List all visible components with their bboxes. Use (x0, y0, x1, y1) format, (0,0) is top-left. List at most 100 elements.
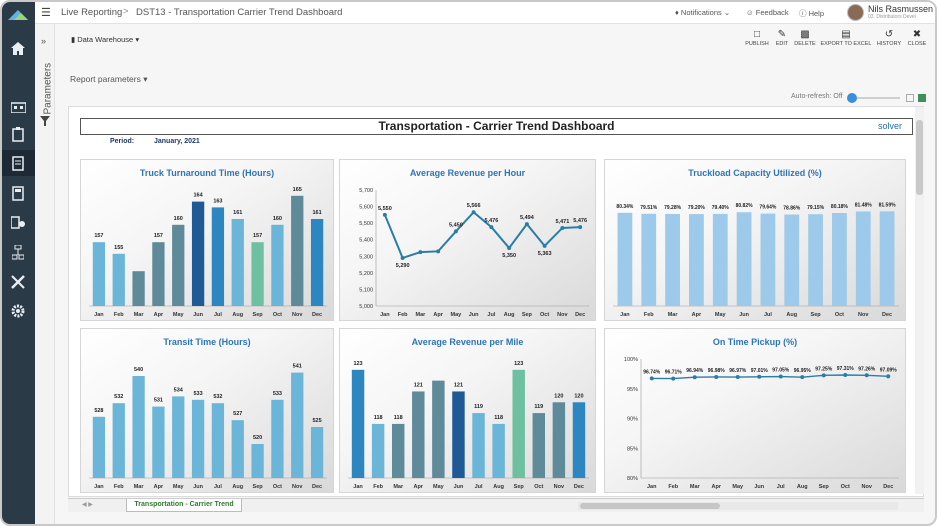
x-tick-label: Jan (94, 484, 104, 490)
data-label: 5,476 (484, 218, 498, 224)
data-label: 97.26% (858, 366, 876, 372)
data-point (692, 375, 697, 380)
clipboard-icon[interactable] (9, 125, 27, 143)
data-label: 160 (273, 216, 282, 222)
bar (641, 213, 657, 306)
bar (310, 427, 324, 478)
x-tick-label: Aug (504, 312, 515, 318)
notifications-button[interactable]: ♦ Notifications ⌄ (675, 8, 731, 17)
bar (291, 195, 304, 306)
x-tick-label: Dec (312, 484, 322, 490)
x-tick-label: Jun (193, 312, 203, 318)
publish-label: PUBLISH (745, 41, 769, 47)
y-tick-label: 85% (627, 446, 638, 452)
data-label: 97.09% (880, 367, 898, 373)
x-tick-label: May (732, 484, 744, 490)
data-label: 119 (474, 404, 483, 410)
close-label: CLOSE (907, 41, 927, 47)
tab-nav-arrows-icon[interactable]: ◀ ▶ (82, 502, 93, 508)
data-label: 532 (114, 394, 123, 400)
report-icon[interactable] (9, 154, 27, 172)
horizontal-scrollbar[interactable] (578, 502, 898, 510)
data-label: 533 (273, 391, 282, 397)
x-tick-label: Feb (398, 312, 408, 318)
bar (572, 402, 586, 478)
data-label: 79.51% (640, 205, 658, 211)
horizontal-scroll-thumb[interactable] (580, 503, 720, 509)
x-tick-label: Jul (214, 484, 222, 490)
hamburger-icon[interactable]: ☰ (41, 7, 51, 19)
excel-icon[interactable] (918, 94, 926, 102)
expand-chevron-icon[interactable]: » (41, 36, 47, 46)
dashboard-title: Transportation - Carrier Trend Dashboard (80, 118, 913, 135)
publish-button[interactable]: □ PUBLISH (743, 28, 771, 47)
expand-icon[interactable] (906, 94, 914, 102)
data-label: 541 (293, 364, 302, 370)
import-icon[interactable] (9, 213, 27, 231)
data-label: 80.18% (831, 204, 849, 210)
chart-svg: Jan Feb Mar Apr May Jun Jul Aug Sep Oct Nov Dec 528 5… (89, 364, 327, 490)
export-to-excel-button[interactable]: ▤ EXPORT TO EXCEL (820, 28, 872, 47)
x-tick-label: Oct (835, 312, 844, 318)
tools-icon[interactable] (9, 273, 27, 291)
data-label: 81.48% (855, 202, 873, 208)
delete-button[interactable]: ▩ DELETE (792, 28, 818, 47)
data-warehouse-label: Data Warehouse (77, 35, 134, 44)
home-icon[interactable] (9, 39, 27, 57)
bar (432, 380, 445, 478)
filter-icon[interactable] (40, 116, 50, 126)
breadcrumb-live-reporting[interactable]: Live Reporting (61, 7, 123, 18)
bar (191, 399, 205, 478)
feedback-button[interactable]: ☺ Feedback (746, 8, 789, 17)
data-point (542, 243, 547, 248)
x-tick-label: Apr (433, 312, 443, 318)
parameters-panel-toggle[interactable]: » Parameters (35, 24, 55, 524)
bar (760, 213, 776, 306)
x-tick-label: Nov (292, 312, 303, 318)
sheet-tab[interactable]: Transportation - Carrier Trend (126, 499, 242, 512)
user-name[interactable]: Nils Rasmussen (868, 4, 934, 14)
vertical-scroll-thumb[interactable] (916, 120, 923, 195)
data-point (864, 373, 869, 378)
help-button[interactable]: ⓘ Help (799, 9, 825, 18)
edit-button[interactable]: ✎ EDIT (772, 28, 792, 47)
bar (832, 212, 847, 306)
bar (512, 369, 525, 478)
bar (172, 396, 185, 478)
data-label: 525 (312, 418, 321, 424)
x-tick-label: May (451, 312, 463, 318)
hierarchy-icon[interactable] (9, 243, 27, 261)
data-warehouse-selector[interactable]: ▮ Data Warehouse ▾ (71, 35, 140, 44)
y-tick-label: 80% (627, 476, 638, 482)
edit-pencil-icon: ✎ (777, 29, 787, 40)
data-label: 165 (293, 187, 302, 193)
y-tick-label: 95% (627, 387, 638, 393)
x-tick-label: Jul (764, 312, 772, 318)
gear-icon[interactable] (9, 302, 27, 320)
x-tick-label: Apr (712, 484, 722, 490)
data-point (649, 376, 654, 381)
bar (665, 214, 680, 306)
report-parameters-toggle[interactable]: Report parameters ▾ (70, 74, 148, 84)
org-chart-icon[interactable] (9, 97, 27, 115)
bar (132, 271, 145, 306)
data-label: 96.98% (708, 368, 726, 374)
data-label: 157 (253, 233, 262, 239)
data-label: 119 (534, 404, 543, 410)
breadcrumb-report: DST13 - Transportation Carrier Trend Das… (136, 7, 343, 18)
close-button[interactable]: ✖ CLOSE (905, 28, 929, 47)
data-label: 120 (574, 393, 583, 399)
avatar[interactable] (847, 4, 864, 21)
calculator-icon[interactable] (9, 184, 27, 202)
data-label: 5,476 (573, 218, 587, 224)
chart-truck-turnaround: Truck Turnaround Time (Hours) Jan Feb Mar Ap… (80, 159, 334, 321)
chart-title: Truckload Capacity Utilized (%) (688, 168, 822, 178)
history-button[interactable]: ↺ HISTORY (874, 28, 904, 47)
x-tick-label: Sep (253, 312, 264, 318)
vertical-scrollbar[interactable] (915, 107, 924, 494)
auto-refresh-slider[interactable] (847, 92, 902, 104)
data-label: 79.15% (807, 205, 825, 211)
data-label: 5,550 (378, 206, 392, 212)
x-tick-label: Aug (786, 312, 797, 318)
